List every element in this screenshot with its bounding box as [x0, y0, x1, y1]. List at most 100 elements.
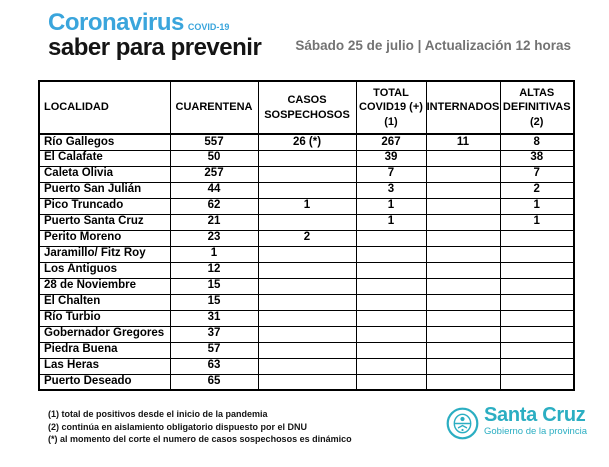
- cell-value: 7: [499, 165, 575, 183]
- cell-value: [355, 261, 427, 279]
- cell-value: [499, 229, 575, 247]
- cell-value: [355, 373, 427, 391]
- table-row: Perito Moreno 23 2: [38, 229, 575, 247]
- cell-value: 62: [169, 197, 259, 215]
- cell-value: [425, 245, 501, 263]
- cell-value: [355, 309, 427, 327]
- table-row: Río Gallegos 557 26 (*) 267 11 8: [38, 133, 575, 151]
- cell-value: 21: [169, 213, 259, 231]
- cell-value: [257, 293, 357, 311]
- cell-value: 7: [355, 165, 427, 183]
- cell-value: [257, 373, 357, 391]
- cell-value: 557: [169, 133, 259, 151]
- column-header-1: CUARENTENA: [169, 80, 259, 135]
- cell-value: [499, 341, 575, 359]
- cell-value: 15: [169, 293, 259, 311]
- cell-value: 1: [499, 197, 575, 215]
- brand-title: Coronavirus: [48, 9, 184, 36]
- footnote: (*) al momento del corte el numero de ca…: [48, 434, 352, 444]
- covid-localities-table: LOCALIDAD CUARENTENA CASOS SOSPECHOSOS TOTA…: [38, 80, 575, 391]
- footnote: (1) total de positivos desde el inicio d…: [48, 409, 268, 419]
- cell-value: [355, 325, 427, 343]
- table-row: Los Antiguos 12: [38, 261, 575, 279]
- cell-value: [425, 229, 501, 247]
- cell-value: 57: [169, 341, 259, 359]
- table-header-row: LOCALIDAD CUARENTENA CASOS SOSPECHOSOS TOTA…: [38, 80, 575, 135]
- column-header-0: LOCALIDAD: [38, 80, 171, 135]
- cell-value: [499, 245, 575, 263]
- table-header: LOCALIDAD CUARENTENA CASOS SOSPECHOSOS TOTA…: [38, 80, 575, 135]
- cell-localidad: 28 de Noviembre: [38, 277, 171, 295]
- cell-value: 2: [499, 181, 575, 199]
- cell-value: [425, 293, 501, 311]
- cell-value: [499, 373, 575, 391]
- cell-localidad: Río Gallegos: [38, 133, 171, 151]
- cell-value: [425, 357, 501, 375]
- footnotes: (1) total de positivos desde el inicio d…: [48, 408, 352, 446]
- cell-value: [499, 261, 575, 279]
- table-row: Puerto Deseado 65: [38, 373, 575, 391]
- column-header-5: ALTAS DEFINITIVAS (2): [499, 80, 575, 135]
- cell-value: [499, 357, 575, 375]
- cell-value: 65: [169, 373, 259, 391]
- cell-value: [499, 277, 575, 295]
- cell-value: 1: [169, 245, 259, 263]
- cell-value: [425, 261, 501, 279]
- cell-value: [355, 341, 427, 359]
- cell-value: 1: [355, 197, 427, 215]
- logo-text: Santa Cruz Gobierno de la provincia: [484, 404, 587, 438]
- santa-cruz-logo: Santa Cruz Gobierno de la provincia: [446, 405, 587, 440]
- cell-value: 3: [355, 181, 427, 199]
- cell-localidad: Piedra Buena: [38, 341, 171, 359]
- cell-value: [425, 181, 501, 199]
- column-header-2: CASOS SOSPECHOSOS: [257, 80, 357, 135]
- table-body: Río Gallegos 557 26 (*) 267 11 8 El Calafate 50…: [38, 133, 575, 391]
- cell-localidad: Puerto San Julián: [38, 181, 171, 199]
- cell-value: [257, 261, 357, 279]
- column-header-3: TOTAL COVID19 (+) (1): [355, 80, 427, 135]
- cell-localidad: Jaramillo/ Fitz Roy: [38, 245, 171, 263]
- cell-value: 8: [499, 133, 575, 151]
- table-row: Piedra Buena 57: [38, 341, 575, 359]
- table-row: 28 de Noviembre 15: [38, 277, 575, 295]
- table-row: Pico Truncado 62 1 1 1: [38, 197, 575, 215]
- cell-value: 44: [169, 181, 259, 199]
- cell-value: [425, 341, 501, 359]
- logo-subtitle: Gobierno de la provincia: [484, 426, 587, 437]
- cell-value: [355, 357, 427, 375]
- cell-value: [355, 277, 427, 295]
- table-row: Caleta Olivia 257 7 7: [38, 165, 575, 183]
- logo-name: Santa Cruz: [484, 404, 586, 426]
- cell-value: 39: [355, 149, 427, 167]
- cell-localidad: Río Turbio: [38, 309, 171, 327]
- cell-value: 2: [257, 229, 357, 247]
- cell-value: [425, 213, 501, 231]
- cell-value: [499, 293, 575, 311]
- cell-value: 1: [499, 213, 575, 231]
- cell-value: 37: [169, 325, 259, 343]
- cell-value: [257, 325, 357, 343]
- cell-value: [257, 165, 357, 183]
- cell-value: 26 (*): [257, 133, 357, 151]
- cell-localidad: El Calafate: [38, 149, 171, 167]
- table-row: El Calafate 50 39 38: [38, 149, 575, 167]
- table-row: Gobernador Gregores 37: [38, 325, 575, 343]
- cell-value: [425, 325, 501, 343]
- footnote: (2) continúa en aislamiento obligatorio …: [48, 421, 308, 432]
- cell-localidad: Las Heras: [38, 357, 171, 375]
- cell-value: [355, 293, 427, 311]
- cell-value: [257, 277, 357, 295]
- cell-value: [355, 229, 427, 247]
- cell-value: 257: [169, 165, 259, 183]
- cell-value: 11: [425, 133, 501, 151]
- cell-value: [425, 165, 501, 183]
- brand: Coronavirus COVID-19 saber para prevenir: [48, 9, 262, 62]
- cell-value: [257, 213, 357, 231]
- cell-value: [257, 245, 357, 263]
- brand-covid-tag: COVID-19: [187, 22, 230, 32]
- cell-value: [425, 149, 501, 167]
- cell-value: [257, 149, 357, 167]
- cell-localidad: Caleta Olivia: [38, 165, 171, 183]
- santa-cruz-crest-icon: [446, 407, 479, 440]
- cell-value: 267: [355, 133, 427, 151]
